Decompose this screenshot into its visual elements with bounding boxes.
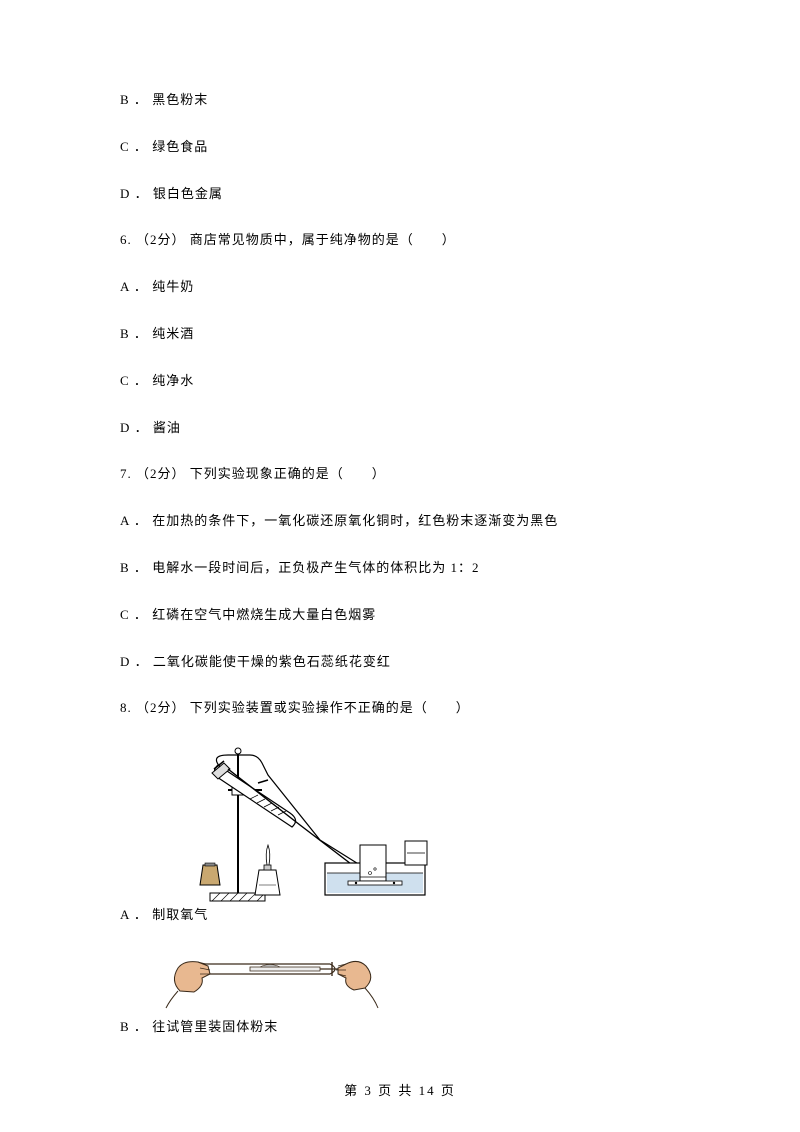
q7-option-c: C ． 红磷在空气中燃烧生成大量白色烟雾 (120, 605, 680, 626)
question-number: 8. (120, 700, 132, 715)
option-label: A (120, 907, 130, 922)
page-footer: 第 3 页 共 14 页 (0, 1081, 800, 1102)
option-text: 绿色食品 (152, 139, 208, 154)
question-points: （2分） (136, 700, 186, 715)
option-c: C ． 绿色食品 (120, 137, 680, 158)
option-text: 纯米酒 (152, 326, 194, 341)
option-label: B (120, 560, 130, 575)
question-points: （2分） (136, 466, 186, 481)
q8-option-b: B ． 往试管里装固体粉末 (120, 936, 680, 1038)
option-text: 纯牛奶 (152, 279, 194, 294)
option-text: 电解水一段时间后，正负极产生气体的体积比为 1：2 (152, 560, 479, 575)
question-text: 商店常见物质中，属于纯净物的是（ ） (190, 232, 456, 247)
option-text: 往试管里装固体粉末 (152, 1019, 278, 1034)
option-label: C (120, 607, 130, 622)
page-content: B ． 黑色粉末 C ． 绿色食品 D ． 银白色金属 6. （2分） 商店常见… (0, 0, 800, 1078)
question-text: 下列实验装置或实验操作不正确的是（ ） (190, 700, 470, 715)
option-b: B ． 黑色粉末 (120, 90, 680, 111)
option-text: 酱油 (153, 420, 181, 435)
q7-option-a: A ． 在加热的条件下，一氧化碳还原氧化铜时，红色粉末逐渐变为黑色 (120, 511, 680, 532)
question-points: （2分） (136, 232, 186, 247)
question-text: 下列实验现象正确的是（ ） (190, 466, 386, 481)
q6-option-c: C ． 纯净水 (120, 371, 680, 392)
q6-option-a: A ． 纯牛奶 (120, 277, 680, 298)
question-7: 7. （2分） 下列实验现象正确的是（ ） (120, 464, 680, 485)
option-text: 二氧化碳能使干燥的紫色石蕊纸花变红 (153, 654, 391, 669)
option-label: B (120, 326, 130, 341)
option-label: B (120, 92, 130, 107)
question-number: 6. (120, 232, 132, 247)
option-label: A (120, 279, 130, 294)
q7-option-d: D ． 二氧化碳能使干燥的紫色石蕊纸花变红 (120, 652, 680, 673)
q7-option-b: B ． 电解水一段时间后，正负极产生气体的体积比为 1：2 (120, 558, 680, 579)
option-d: D ． 银白色金属 (120, 184, 680, 205)
option-text: 红磷在空气中燃烧生成大量白色烟雾 (152, 607, 376, 622)
option-label: B (120, 1019, 130, 1034)
q6-option-d: D ． 酱油 (120, 418, 680, 439)
q8-option-a: A ． 制取氧气 (120, 745, 680, 926)
question-number: 7. (120, 466, 132, 481)
option-text: 在加热的条件下，一氧化碳还原氧化铜时，红色粉末逐渐变为黑色 (152, 513, 558, 528)
powder-loading-figure (160, 936, 380, 1011)
option-label: C (120, 139, 130, 154)
option-text: 银白色金属 (153, 186, 223, 201)
option-label: D (120, 186, 130, 201)
option-label: C (120, 373, 130, 388)
q6-option-b: B ． 纯米酒 (120, 324, 680, 345)
option-text: 黑色粉末 (152, 92, 208, 107)
option-text: 纯净水 (152, 373, 194, 388)
question-8: 8. （2分） 下列实验装置或实验操作不正确的是（ ） (120, 698, 680, 719)
option-label: D (120, 420, 130, 435)
option-label: A (120, 513, 130, 528)
option-text: 制取氧气 (152, 907, 208, 922)
question-6: 6. （2分） 商店常见物质中，属于纯净物的是（ ） (120, 230, 680, 251)
oxygen-apparatus-figure (150, 745, 440, 905)
option-label: D (120, 654, 130, 669)
